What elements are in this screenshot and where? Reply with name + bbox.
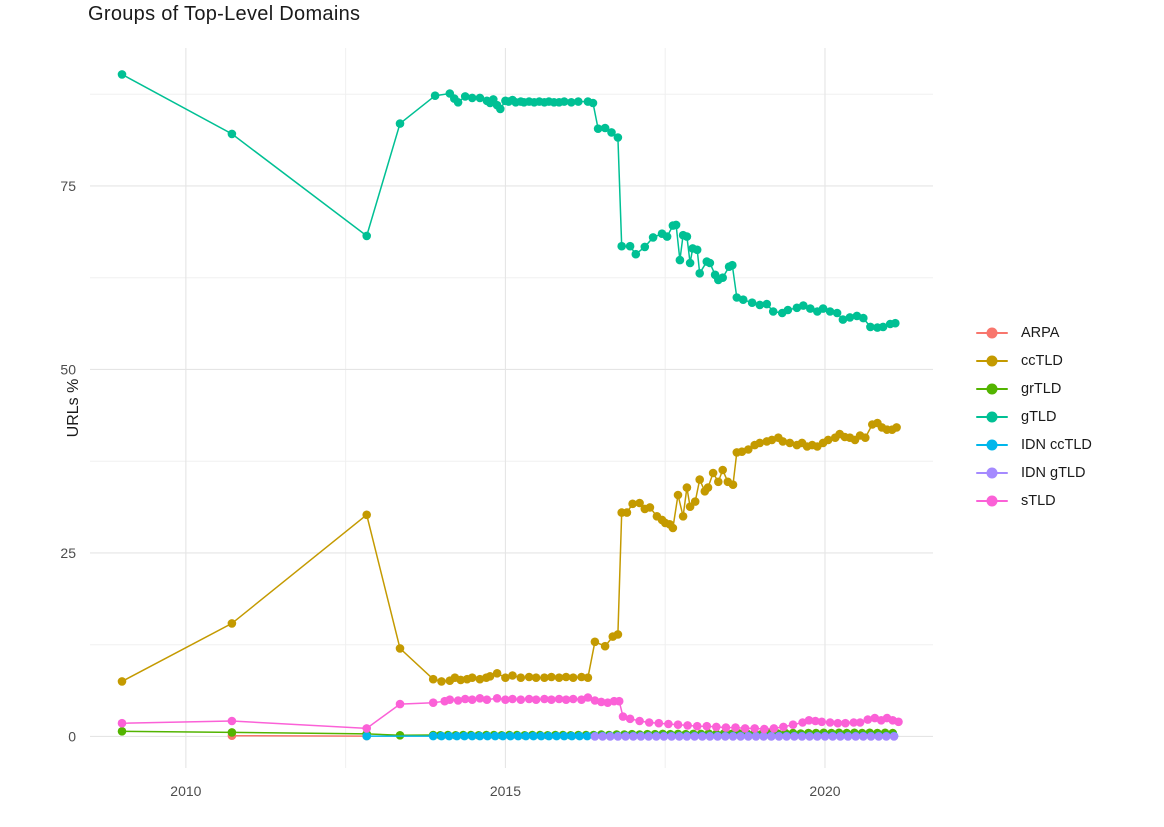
svg-text:2015: 2015 — [490, 783, 521, 799]
legend-label: sTLD — [1021, 493, 1056, 509]
grid-minor — [90, 48, 933, 768]
chart-title: Groups of Top-Level Domains — [88, 3, 361, 25]
y-axis-tick-labels: 0 25 50 75 — [60, 178, 76, 744]
series-idn-gtld — [590, 732, 899, 741]
series-cctld — [117, 418, 901, 686]
legend-key-icon — [976, 494, 1008, 508]
svg-text:50: 50 — [60, 361, 76, 377]
series-stld — [117, 693, 903, 734]
svg-text:0: 0 — [68, 728, 76, 744]
legend-key-icon — [976, 438, 1008, 452]
legend-key-icon — [976, 354, 1008, 368]
grid-major — [90, 48, 933, 768]
legend-item-grtld: grTLD — [976, 375, 1092, 403]
legend-item-idn-gtld: IDN gTLD — [976, 459, 1092, 487]
legend-item-stld: sTLD — [976, 487, 1092, 515]
legend-label: grTLD — [1021, 381, 1062, 397]
svg-text:2020: 2020 — [809, 783, 840, 799]
legend-key-icon — [976, 326, 1008, 340]
legend-key-icon — [976, 466, 1008, 480]
legend-label: ccTLD — [1021, 353, 1063, 369]
legend-label: IDN ccTLD — [1021, 437, 1092, 453]
legend: ARPA ccTLD grTLD gTLD IDN ccTLD IDN gTLD sTLD — [976, 319, 1092, 515]
legend-item-gtld: gTLD — [976, 403, 1092, 431]
svg-text:2010: 2010 — [170, 783, 201, 799]
legend-item-arpa: ARPA — [976, 319, 1092, 347]
svg-text:75: 75 — [60, 178, 76, 194]
legend-key-icon — [976, 410, 1008, 424]
legend-item-cctld: ccTLD — [976, 347, 1092, 375]
series-gtld — [117, 70, 900, 332]
legend-key-icon — [976, 382, 1008, 396]
legend-item-idn-cctld: IDN ccTLD — [976, 431, 1092, 459]
legend-label: IDN gTLD — [1021, 465, 1086, 481]
legend-label: gTLD — [1021, 409, 1057, 425]
svg-text:25: 25 — [60, 545, 76, 561]
x-axis-tick-labels: 2010 2015 2020 — [170, 783, 840, 799]
legend-label: ARPA — [1021, 325, 1060, 341]
